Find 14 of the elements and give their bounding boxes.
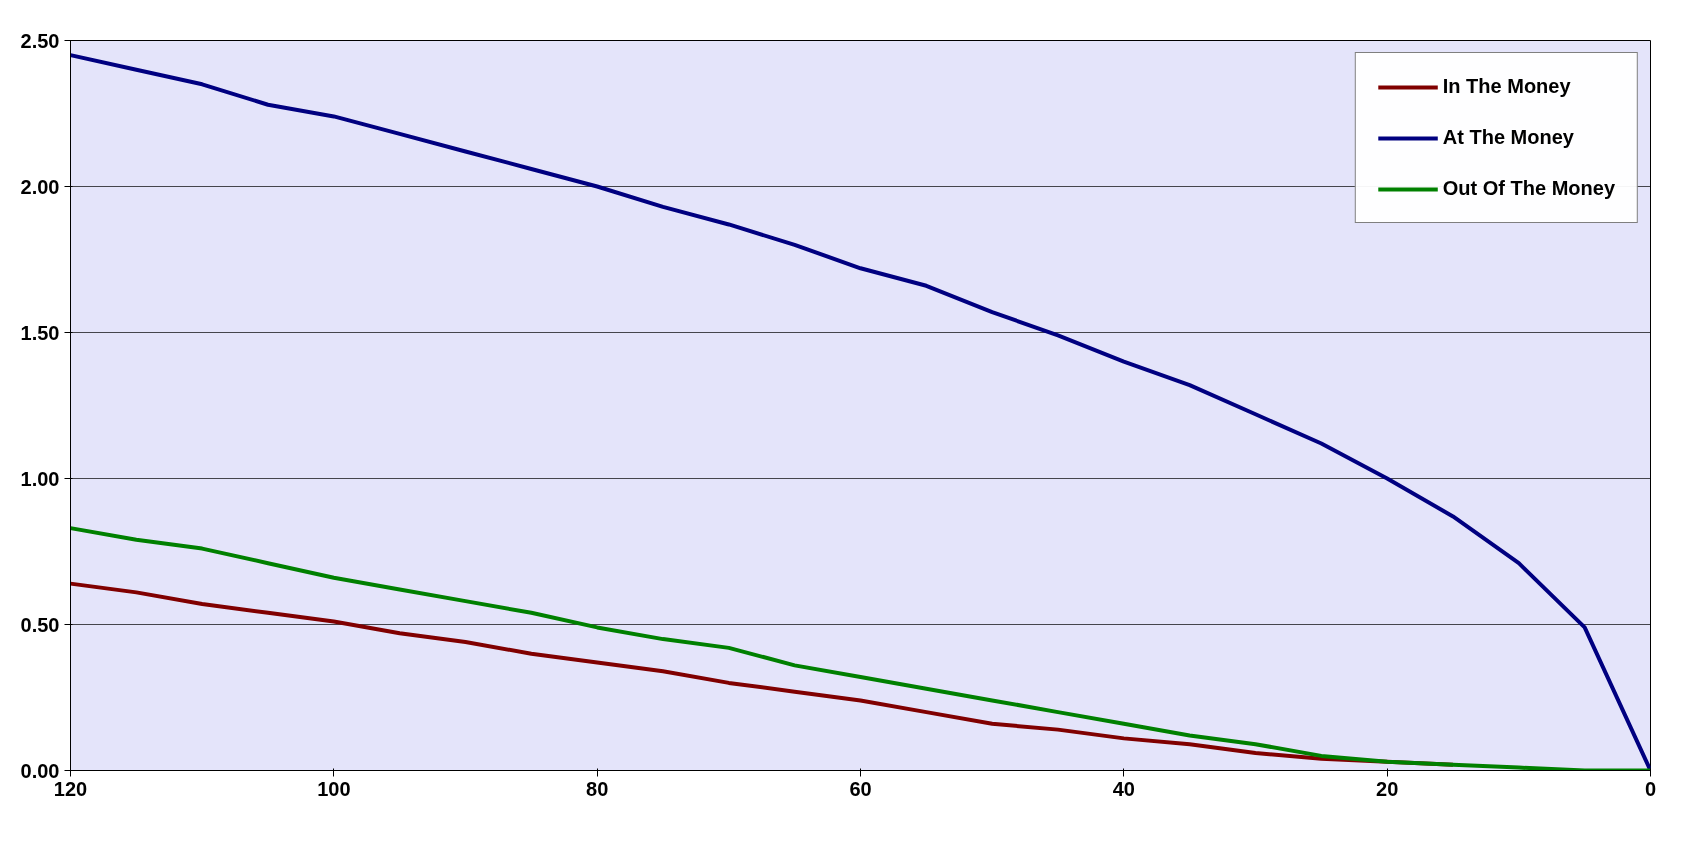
x-tick-label: 40 [1112,777,1135,800]
y-tick-label: 1.50 [20,321,60,344]
x-tick-label: 80 [586,777,609,800]
x-tick-label: 0 [1644,777,1657,800]
x-tick-label: 20 [1376,777,1399,800]
y-tick-label: 2.50 [20,29,60,52]
y-tick-label: 1.00 [20,467,60,490]
legend-label: In The Money [1442,75,1571,98]
legend-label: At The Money [1442,126,1574,149]
y-tick-label: 2.00 [20,175,60,198]
legend-label: Out Of The Money [1442,177,1615,200]
x-tick-label: 60 [849,777,872,800]
x-tick-label: 100 [317,777,351,800]
y-tick-label: 0.50 [20,613,60,636]
